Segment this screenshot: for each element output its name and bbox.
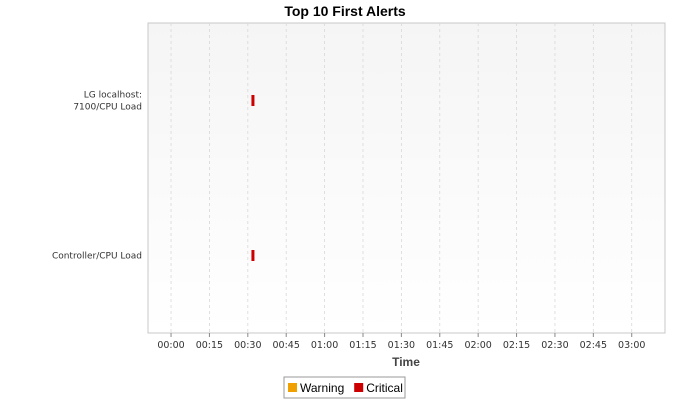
legend-label-warning: Warning (300, 381, 344, 395)
x-tick-label: 02:45 (580, 340, 607, 351)
alert-mark-critical[interactable] (251, 250, 255, 261)
x-axis-title: Time (392, 355, 420, 369)
legend-swatch-warning (288, 383, 297, 392)
legend-swatch-critical (354, 383, 364, 392)
x-tick-label: 03:00 (618, 340, 645, 351)
x-tick-label: 01:45 (426, 340, 453, 351)
x-tick-label: 01:00 (311, 340, 338, 351)
plot-background (147, 22, 666, 334)
legend-box (283, 376, 406, 399)
x-tick-label: 00:45 (273, 340, 300, 351)
chart-title: Top 10 First Alerts (284, 3, 406, 19)
x-tick-label: 02:30 (541, 340, 568, 351)
y-axis-categories: LG localhost: 7100/CPU Load Controller/CPU… (52, 91, 142, 262)
legend: Warning Critical (283, 376, 406, 399)
alert-mark-critical[interactable] (251, 95, 255, 106)
y-category-label: LG localhost: 7100/CPU Load (73, 91, 142, 113)
plot-area (147, 22, 666, 334)
x-tick-label: 02:15 (503, 340, 530, 351)
legend-label-critical: Critical (366, 381, 403, 395)
x-tick-label: 00:00 (157, 340, 184, 351)
y-category-label: Controller/CPU Load (52, 252, 142, 262)
x-tick-label: 01:30 (388, 340, 415, 351)
x-tick-label: 00:30 (234, 340, 261, 351)
x-tick-label: 00:15 (196, 340, 223, 351)
x-tick-label: 02:00 (464, 340, 491, 351)
x-axis-ticks: 00:00 00:15 00:30 00:45 01:00 01:15 01:30 01:45… (157, 333, 645, 351)
grid-lines (170, 23, 633, 333)
x-tick-label: 01:15 (349, 340, 376, 351)
data-marks (251, 95, 255, 261)
